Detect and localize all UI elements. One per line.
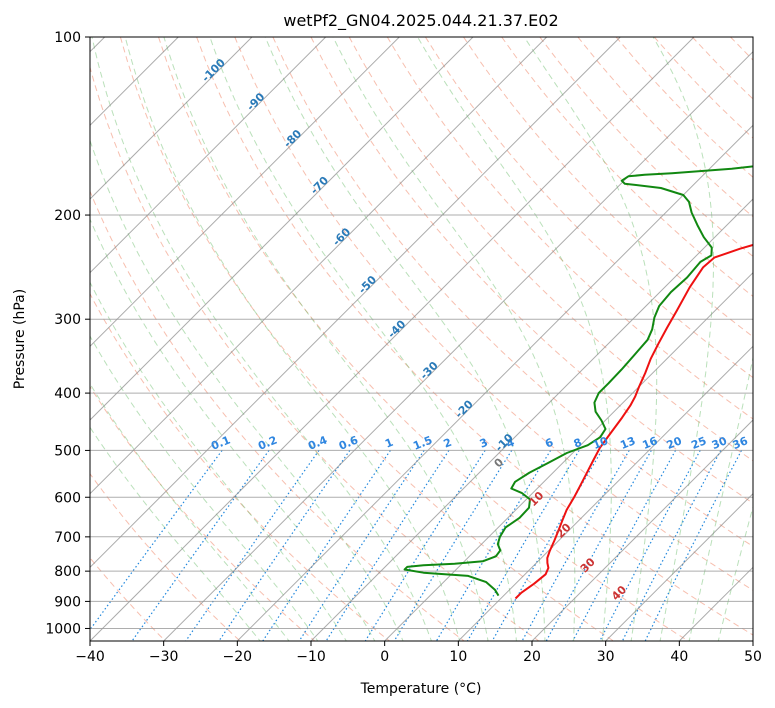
y-tick-label: 900 <box>54 594 81 610</box>
isotherm-line <box>90 37 474 421</box>
x-axis-ticks: −40 −30 −20 −10 0 10 20 30 40 50 <box>75 641 762 665</box>
isotherm-line <box>90 37 327 274</box>
y-tick-label: 1000 <box>45 621 81 637</box>
x-tick-label: 50 <box>744 649 762 665</box>
y-axis-label: Pressure (hPa) <box>12 289 28 389</box>
isotherm-line <box>457 345 753 641</box>
profile-lines <box>403 165 753 600</box>
mixing-ratio-line <box>131 450 270 641</box>
dry-adiabat-line <box>234 37 753 591</box>
plot-frame <box>89 36 754 642</box>
dry-adiabat-line <box>119 37 615 641</box>
x-tick-label: 0 <box>380 649 389 665</box>
dry-adiabat-line <box>463 37 753 338</box>
x-tick-label: −10 <box>296 649 326 665</box>
mixing-ratio-line <box>262 450 391 641</box>
mixing-ratio-line <box>572 450 677 641</box>
mixing-ratio-label: 36 <box>731 434 750 452</box>
dry-adiabat-line <box>90 65 540 641</box>
dry-adiabat-line <box>158 37 690 641</box>
mixing-ratio-label: 8 <box>572 436 584 451</box>
x-tick-label: −20 <box>223 649 253 665</box>
mixing-ratio-line <box>621 450 722 641</box>
isotherm-line <box>90 37 621 569</box>
isotherm-line <box>605 492 753 641</box>
mixing-ratio-line <box>325 450 450 641</box>
mixing-ratio-label: 10 <box>591 434 610 452</box>
y-tick-label: 800 <box>54 564 81 580</box>
chart-title: wetPf2_GN04.2025.044.21.37.E02 <box>283 11 558 31</box>
mixing-ratio-label: 3 <box>478 436 490 451</box>
moist-adiabat-line <box>90 217 376 641</box>
y-tick-label: 100 <box>54 30 81 46</box>
mixing-ratio-label: 16 <box>640 434 659 452</box>
y-tick-label: 300 <box>54 312 81 328</box>
isotherm-line <box>90 37 400 348</box>
dry-adiabat-line <box>424 37 753 379</box>
dry-adiabat-line <box>196 37 753 636</box>
y-tick-label: 200 <box>54 208 81 224</box>
x-tick-label: −30 <box>149 649 179 665</box>
mixing-ratio-label: 30 <box>710 434 729 452</box>
dry-adiabat-line <box>90 190 465 641</box>
grid-lines <box>90 37 753 641</box>
dry-adiabat-line <box>501 37 753 298</box>
mixing-ratio-label: 2 <box>442 436 454 451</box>
x-tick-label: 40 <box>670 649 688 665</box>
isotherm-line <box>531 419 753 641</box>
isotherm-line <box>310 198 753 641</box>
y-tick-label: 400 <box>54 386 81 402</box>
dewpoint-profile-line <box>403 165 753 597</box>
dry-adiabat-line <box>310 37 753 504</box>
y-tick-label: 700 <box>54 530 81 546</box>
x-tick-label: −40 <box>75 649 105 665</box>
dry-adiabat-line <box>90 472 241 641</box>
mixing-ratio-label: 25 <box>689 434 708 452</box>
isotherm-line <box>163 50 753 641</box>
x-axis-label: Temperature (°C) <box>360 681 482 697</box>
mixing-ratio-line <box>298 450 425 641</box>
isotherm-line <box>90 37 253 200</box>
isotherm-line <box>90 37 548 495</box>
y-tick-label: 500 <box>54 443 81 459</box>
x-tick-label: 20 <box>523 649 541 665</box>
y-axis-ticks: 100 200 300 400 500 600 700 800 900 1000 <box>45 30 90 637</box>
temperature-profile-line <box>514 243 753 600</box>
isotherm-line <box>236 124 753 641</box>
mixing-ratio-label: 1 <box>383 436 395 451</box>
isotherm-line <box>384 271 753 641</box>
mixing-ratio-label: 13 <box>618 434 637 452</box>
isotherm-line <box>90 37 695 641</box>
x-tick-label: 30 <box>597 649 615 665</box>
dry-adiabat-line <box>272 37 753 547</box>
y-tick-label: 600 <box>54 490 81 506</box>
mixing-ratio-label: 20 <box>665 434 684 452</box>
x-tick-label: 10 <box>449 649 467 665</box>
